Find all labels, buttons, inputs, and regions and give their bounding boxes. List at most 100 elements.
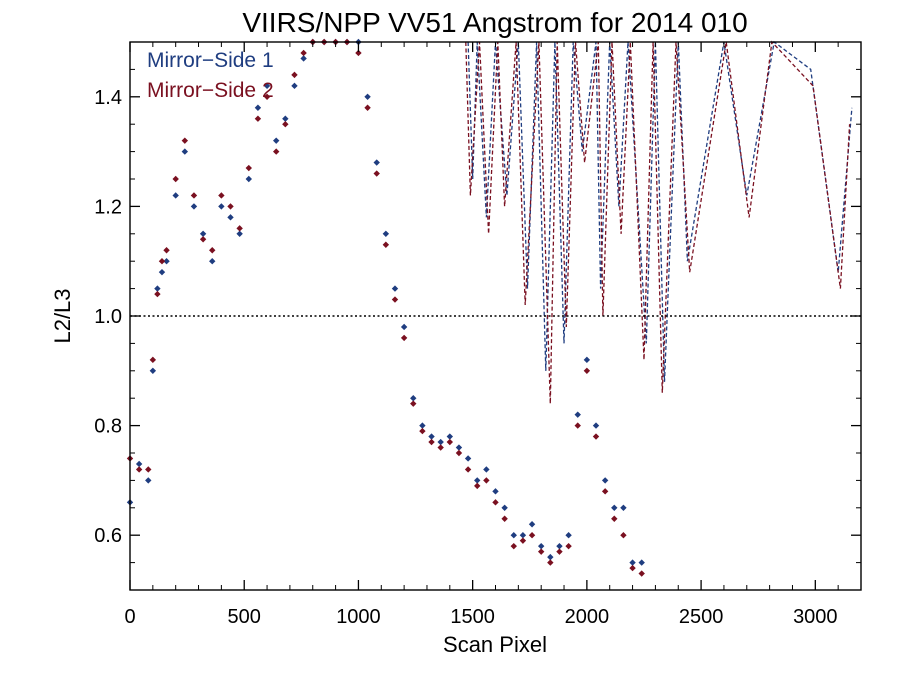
series-1-point: [373, 159, 380, 166]
series-1-point: [519, 532, 527, 539]
series-1-point: [601, 477, 609, 484]
x-tick-label: 500: [228, 606, 261, 628]
y-tick-label: 1.2: [94, 196, 122, 218]
series-1-point: [163, 258, 170, 265]
series-2-point: [556, 548, 563, 555]
axis-ticks: 0 500 1000 1500 2000 2500 3000 0.6 0.8 1.0 1.2 1.4: [94, 42, 861, 628]
x-tick-label: 3000: [793, 606, 838, 628]
series-2-point: [519, 537, 527, 544]
x-tick-label: 1500: [450, 606, 495, 628]
series-1-point: [629, 559, 636, 566]
series-1-point: [273, 137, 280, 144]
series-2-point: [419, 427, 426, 435]
series-2-point: [145, 466, 152, 473]
series-1-point: [410, 395, 417, 402]
series-1-point: [620, 504, 627, 511]
series-2-point: [149, 356, 157, 364]
series-2-point: [437, 444, 444, 451]
series-1-point: [391, 285, 399, 292]
series-2-point: [629, 564, 636, 572]
series-1-point: [263, 82, 271, 90]
legend-mirror-side-2: Mirror−Side 2: [147, 79, 274, 102]
series-2-point: [218, 192, 225, 199]
series-1-point: [565, 532, 572, 539]
series-2-point: [154, 290, 161, 298]
series-2-point: [574, 422, 581, 429]
series-1-point: [483, 466, 490, 473]
series-2-point: [464, 466, 472, 473]
series-1-point: [382, 230, 390, 237]
series-2-point: [547, 559, 554, 566]
series-1-point: [455, 444, 463, 451]
series-1-point: [510, 532, 517, 539]
x-tick-label: 1000: [336, 606, 381, 628]
series-2-point: [227, 203, 234, 210]
series-2-point: [565, 542, 572, 550]
series-2-point: [510, 542, 517, 550]
series-1-point: [236, 230, 243, 237]
series-1-point: [574, 411, 581, 418]
series-1-point: [419, 422, 426, 429]
series-1-point: [446, 433, 454, 440]
series-2-point: [410, 400, 417, 407]
series-2-point: [537, 548, 545, 555]
series-2-point: [583, 367, 591, 374]
y-tick-label: 1.0: [94, 306, 122, 328]
series-2-point: [254, 115, 262, 122]
series-2-point: [446, 438, 454, 446]
series-1-point: [145, 477, 152, 484]
series-2-point: [474, 482, 481, 490]
series-1-point: [364, 93, 371, 100]
series-1-point: [158, 268, 166, 276]
series-2-point: [611, 515, 618, 522]
series-2-point: [428, 438, 435, 446]
y-tick-label: 0.6: [94, 525, 122, 547]
series-2-point: [400, 334, 408, 342]
series-2-point: [158, 258, 166, 265]
series-1-point: [209, 258, 216, 265]
series-layer: [126, 38, 853, 577]
series-1-point: [474, 477, 481, 484]
series-2-point: [209, 247, 216, 254]
legend-mirror-side-1: Mirror−Side 1: [147, 49, 274, 72]
series-2-point: [172, 175, 179, 183]
series-2-point: [382, 241, 390, 248]
series-1-point: [638, 559, 645, 566]
series-2-point: [528, 532, 536, 539]
series-2-point: [135, 466, 143, 473]
series-1-point: [464, 455, 472, 462]
series-2-point: [291, 71, 298, 79]
series-2-point: [455, 449, 463, 457]
series-2-point: [620, 532, 627, 539]
y-tick-label: 1.4: [94, 87, 122, 109]
series-2-point: [163, 247, 170, 254]
series-1-point: [428, 433, 435, 440]
series-1-point: [556, 542, 563, 550]
series-2-point: [355, 49, 362, 57]
series-2-point: [483, 477, 490, 484]
series-1-point: [300, 55, 307, 62]
series-1-point: [400, 323, 408, 331]
series-2-point: [199, 236, 207, 243]
series-1-point: [154, 285, 161, 292]
series-1-point: [181, 148, 189, 155]
series-1-point: [583, 356, 591, 364]
series-1-point: [254, 104, 262, 111]
series-2-point: [492, 499, 499, 506]
series-2-point: [638, 570, 645, 577]
x-axis-label: Scan Pixel: [443, 632, 547, 657]
series-1-point: [218, 203, 225, 210]
series-1-point: [291, 82, 298, 90]
x-tick-label: 0: [124, 606, 135, 628]
series-1-point: [537, 542, 545, 550]
y-axis-label: L2/L3: [50, 288, 75, 343]
x-tick-label: 2500: [679, 606, 724, 628]
dashed-trace-1: [467, 40, 853, 382]
series-2-point: [273, 148, 280, 155]
dashed-trace-2: [465, 40, 851, 404]
series-1-point: [501, 504, 508, 511]
series-2-point: [263, 93, 271, 100]
series-1-point: [199, 230, 207, 237]
series-2-point: [364, 104, 371, 111]
series-1-point: [592, 422, 600, 429]
